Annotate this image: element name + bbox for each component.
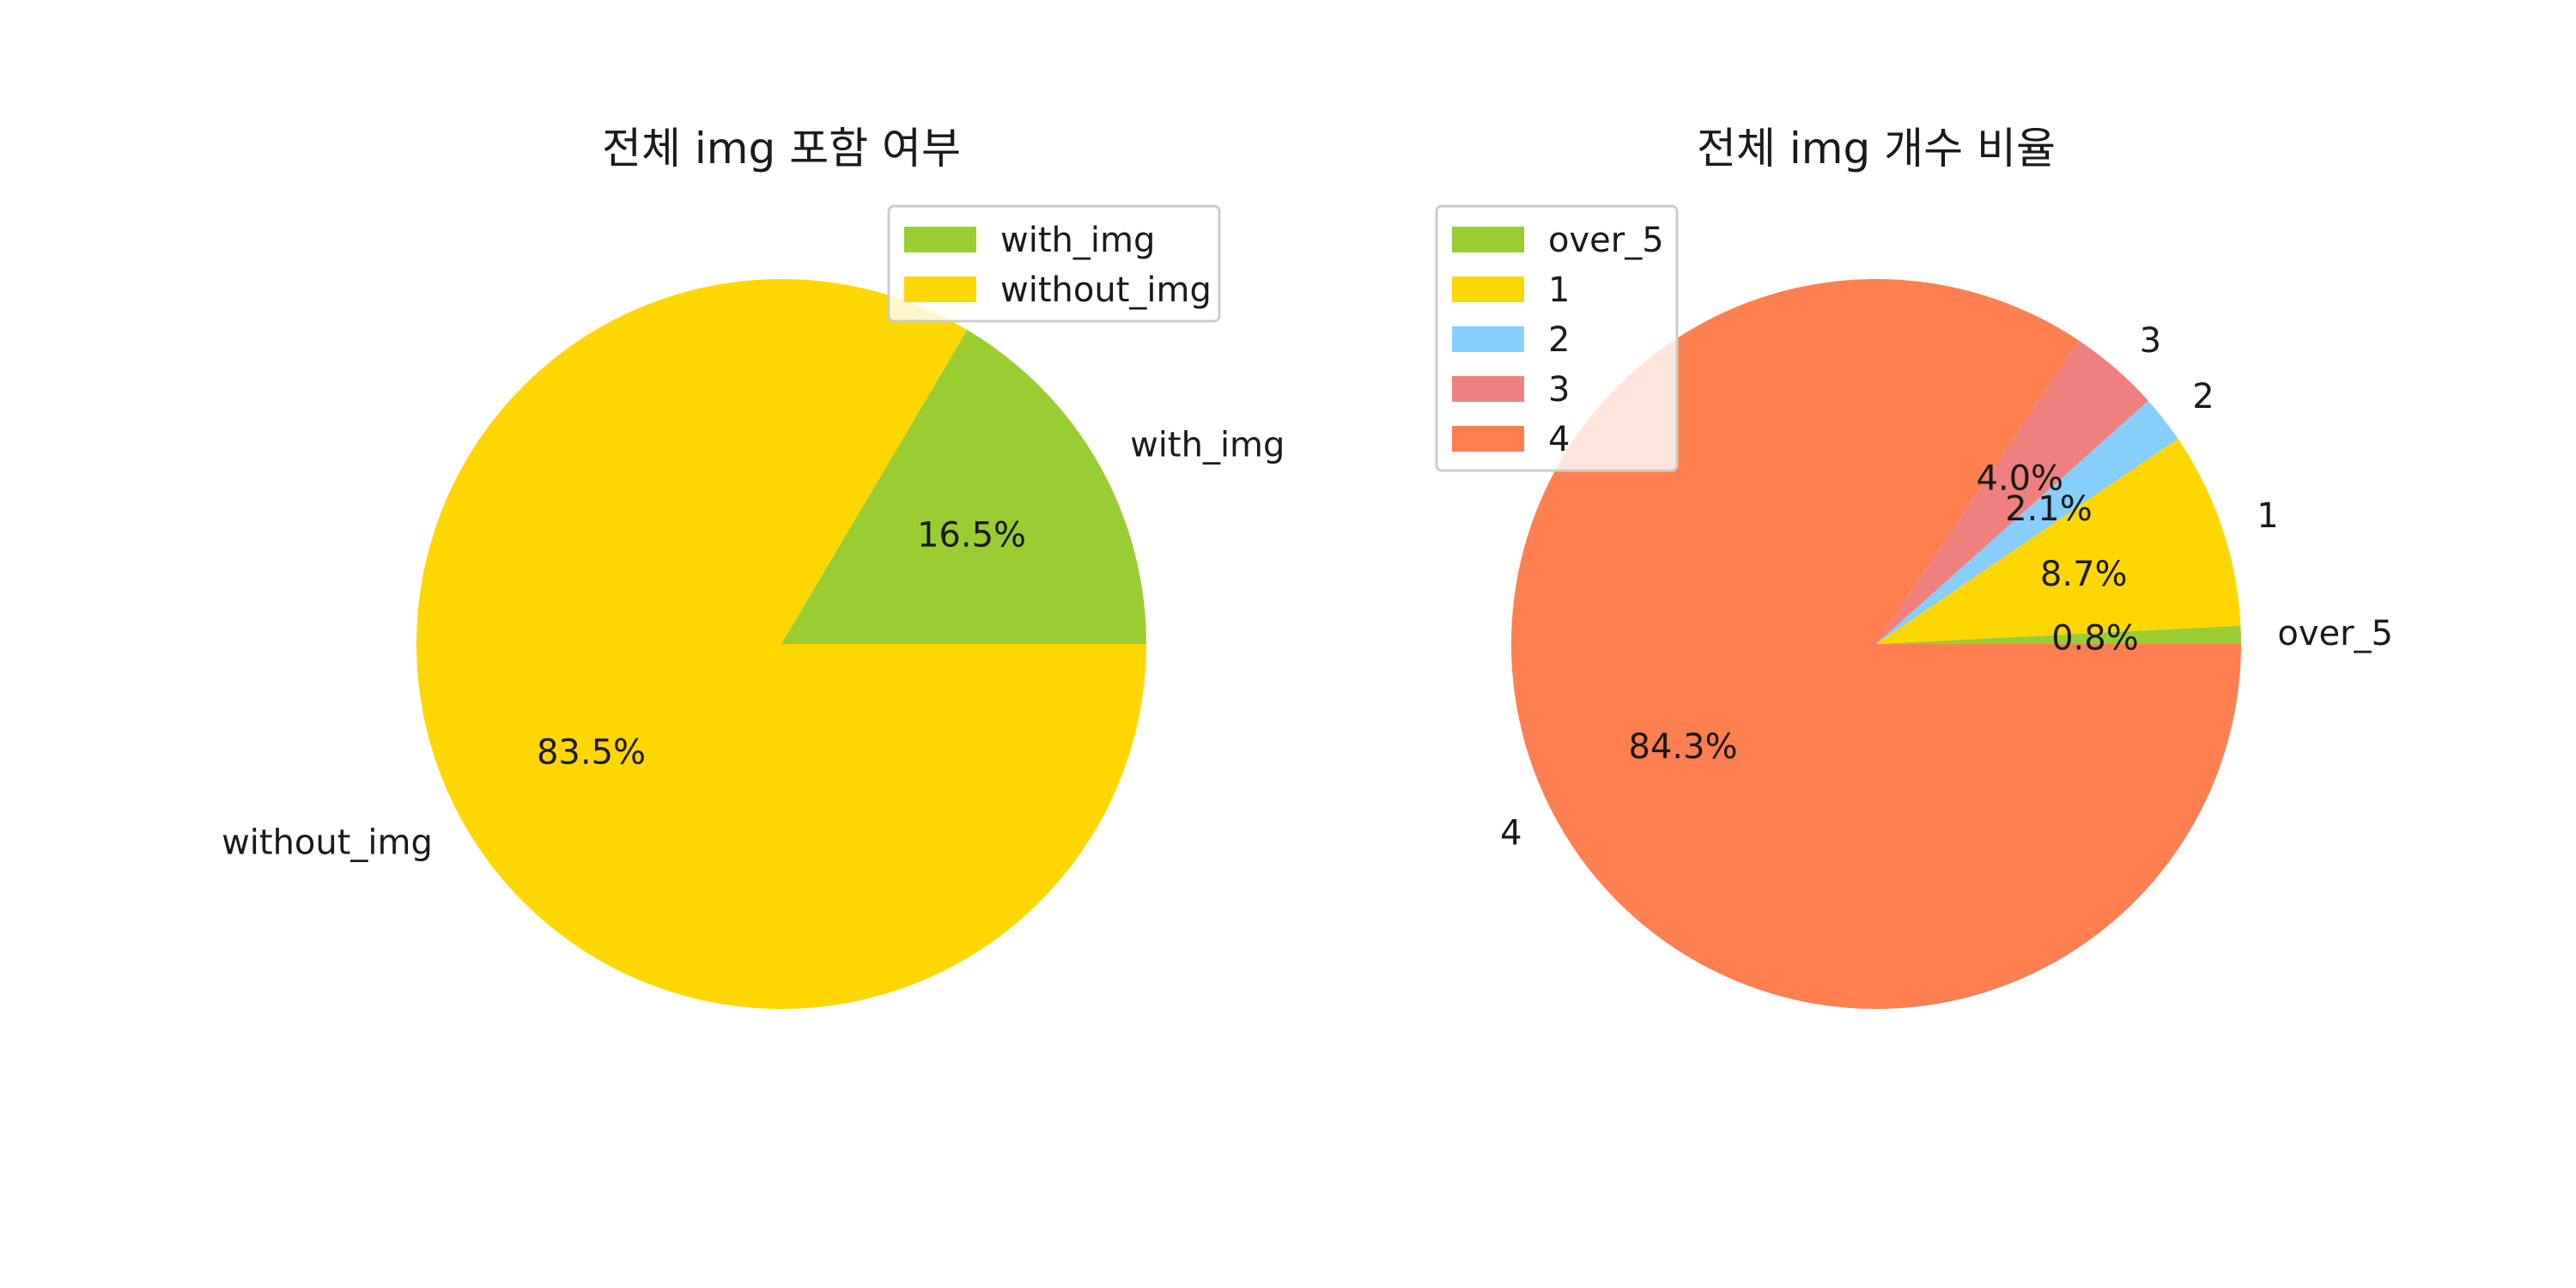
slice-label-1: 1	[2257, 496, 2278, 536]
pie-slice-3	[1876, 340, 2148, 644]
chart-title-right: 전체 img 개수 비율	[1697, 124, 2056, 173]
slice-label-with_img: with_img	[1130, 425, 1285, 465]
legend-swatch-without_img	[904, 276, 976, 302]
pie-labels-right: over_5 0.8% 1 8.7% 2 2.1% 3 4.0% 4 84.3%	[1500, 321, 2393, 853]
slice-pct-3: 4.0%	[1976, 459, 2063, 499]
pie-slices-left	[416, 278, 1147, 1009]
slice-pct-1: 8.7%	[2040, 555, 2128, 594]
pie-chart-right: 전체 img 개수 비율 over_5 0.8% 1 8.7% 2 2.1% 3 4.0% 4 8…	[1435, 124, 2393, 1009]
legend-swatch-with_img	[904, 227, 976, 252]
slice-pct-without_img: 83.5%	[537, 732, 646, 772]
legend-label-over_5: over_5	[1548, 221, 1664, 260]
pie-labels-left: with_img 16.5% without_img 83.5%	[222, 425, 1285, 862]
slice-pct-4: 84.3%	[1629, 727, 1738, 767]
legend-swatch-1	[1452, 276, 1524, 302]
pie-slice-with_img	[781, 330, 1146, 644]
pie-chart-left: 전체 img 포함 여부 with_img 16.5% without_img 83.…	[222, 124, 1285, 1009]
legend-label-1: 1	[1548, 270, 1570, 310]
pie-slice-4	[1511, 279, 2241, 1009]
legend-frame	[1435, 204, 1679, 472]
legend-label-4: 4	[1548, 420, 1570, 459]
legend-label-3: 3	[1548, 370, 1570, 410]
pie-slice-1	[1876, 438, 2241, 644]
slice-pct-2: 2.1%	[2005, 489, 2093, 529]
legend-label-2: 2	[1548, 320, 1570, 360]
slice-label-3: 3	[2140, 321, 2161, 361]
legend-swatch-3	[1452, 376, 1524, 402]
legend-swatch-4	[1452, 426, 1524, 452]
legend-label-without_img: without_img	[1000, 270, 1212, 310]
legend-right: over_5 1 2 3 4	[1435, 204, 1679, 472]
chart-title-left: 전체 img 포함 여부	[602, 124, 961, 173]
pie-slices-right	[1511, 279, 2241, 1009]
slice-label-over_5: over_5	[2277, 614, 2393, 653]
slice-pct-over_5: 0.8%	[2051, 619, 2139, 659]
pie-slice-2	[1876, 400, 2178, 644]
legend-swatch-over_5	[1452, 227, 1524, 252]
slice-label-without_img: without_img	[222, 823, 433, 863]
slice-label-4: 4	[1500, 813, 1522, 853]
legend-left: with_img without_img	[887, 204, 1221, 323]
slice-pct-with_img: 16.5%	[917, 516, 1026, 556]
legend-swatch-2	[1452, 326, 1524, 352]
pie-slice-over_5	[1876, 625, 2241, 644]
slice-label-2: 2	[2192, 377, 2214, 416]
pie-slice-without_img	[416, 278, 1147, 1009]
legend-label-with_img: with_img	[1000, 221, 1155, 260]
